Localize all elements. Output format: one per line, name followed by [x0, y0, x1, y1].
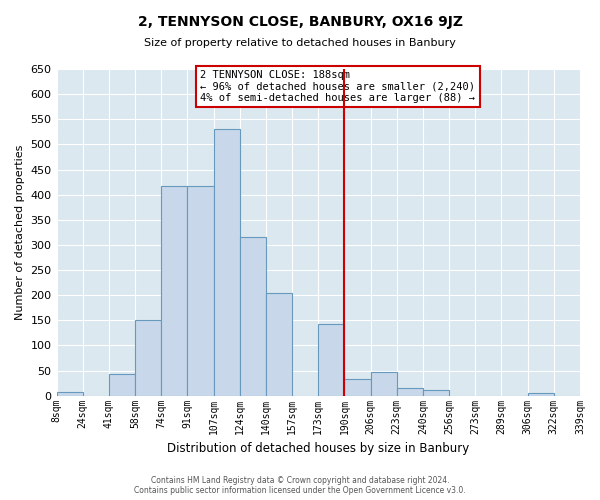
Bar: [423, 390, 449, 396]
Bar: [527, 393, 554, 396]
Bar: [397, 388, 423, 396]
Text: 2 TENNYSON CLOSE: 188sqm
← 96% of detached houses are smaller (2,240)
4% of semi: 2 TENNYSON CLOSE: 188sqm ← 96% of detach…: [200, 70, 475, 103]
Bar: [56, 392, 83, 396]
Bar: [214, 130, 240, 396]
Bar: [187, 186, 214, 396]
Bar: [371, 372, 397, 396]
X-axis label: Distribution of detached houses by size in Banbury: Distribution of detached houses by size …: [167, 442, 469, 455]
Text: 2, TENNYSON CLOSE, BANBURY, OX16 9JZ: 2, TENNYSON CLOSE, BANBURY, OX16 9JZ: [137, 15, 463, 29]
Bar: [135, 320, 161, 396]
Bar: [318, 324, 344, 396]
Bar: [240, 238, 266, 396]
Bar: [344, 379, 371, 396]
Text: Size of property relative to detached houses in Banbury: Size of property relative to detached ho…: [144, 38, 456, 48]
Text: Contains HM Land Registry data © Crown copyright and database right 2024.
Contai: Contains HM Land Registry data © Crown c…: [134, 476, 466, 495]
Y-axis label: Number of detached properties: Number of detached properties: [15, 144, 25, 320]
Bar: [266, 292, 292, 396]
Bar: [109, 374, 135, 396]
Bar: [161, 186, 187, 396]
